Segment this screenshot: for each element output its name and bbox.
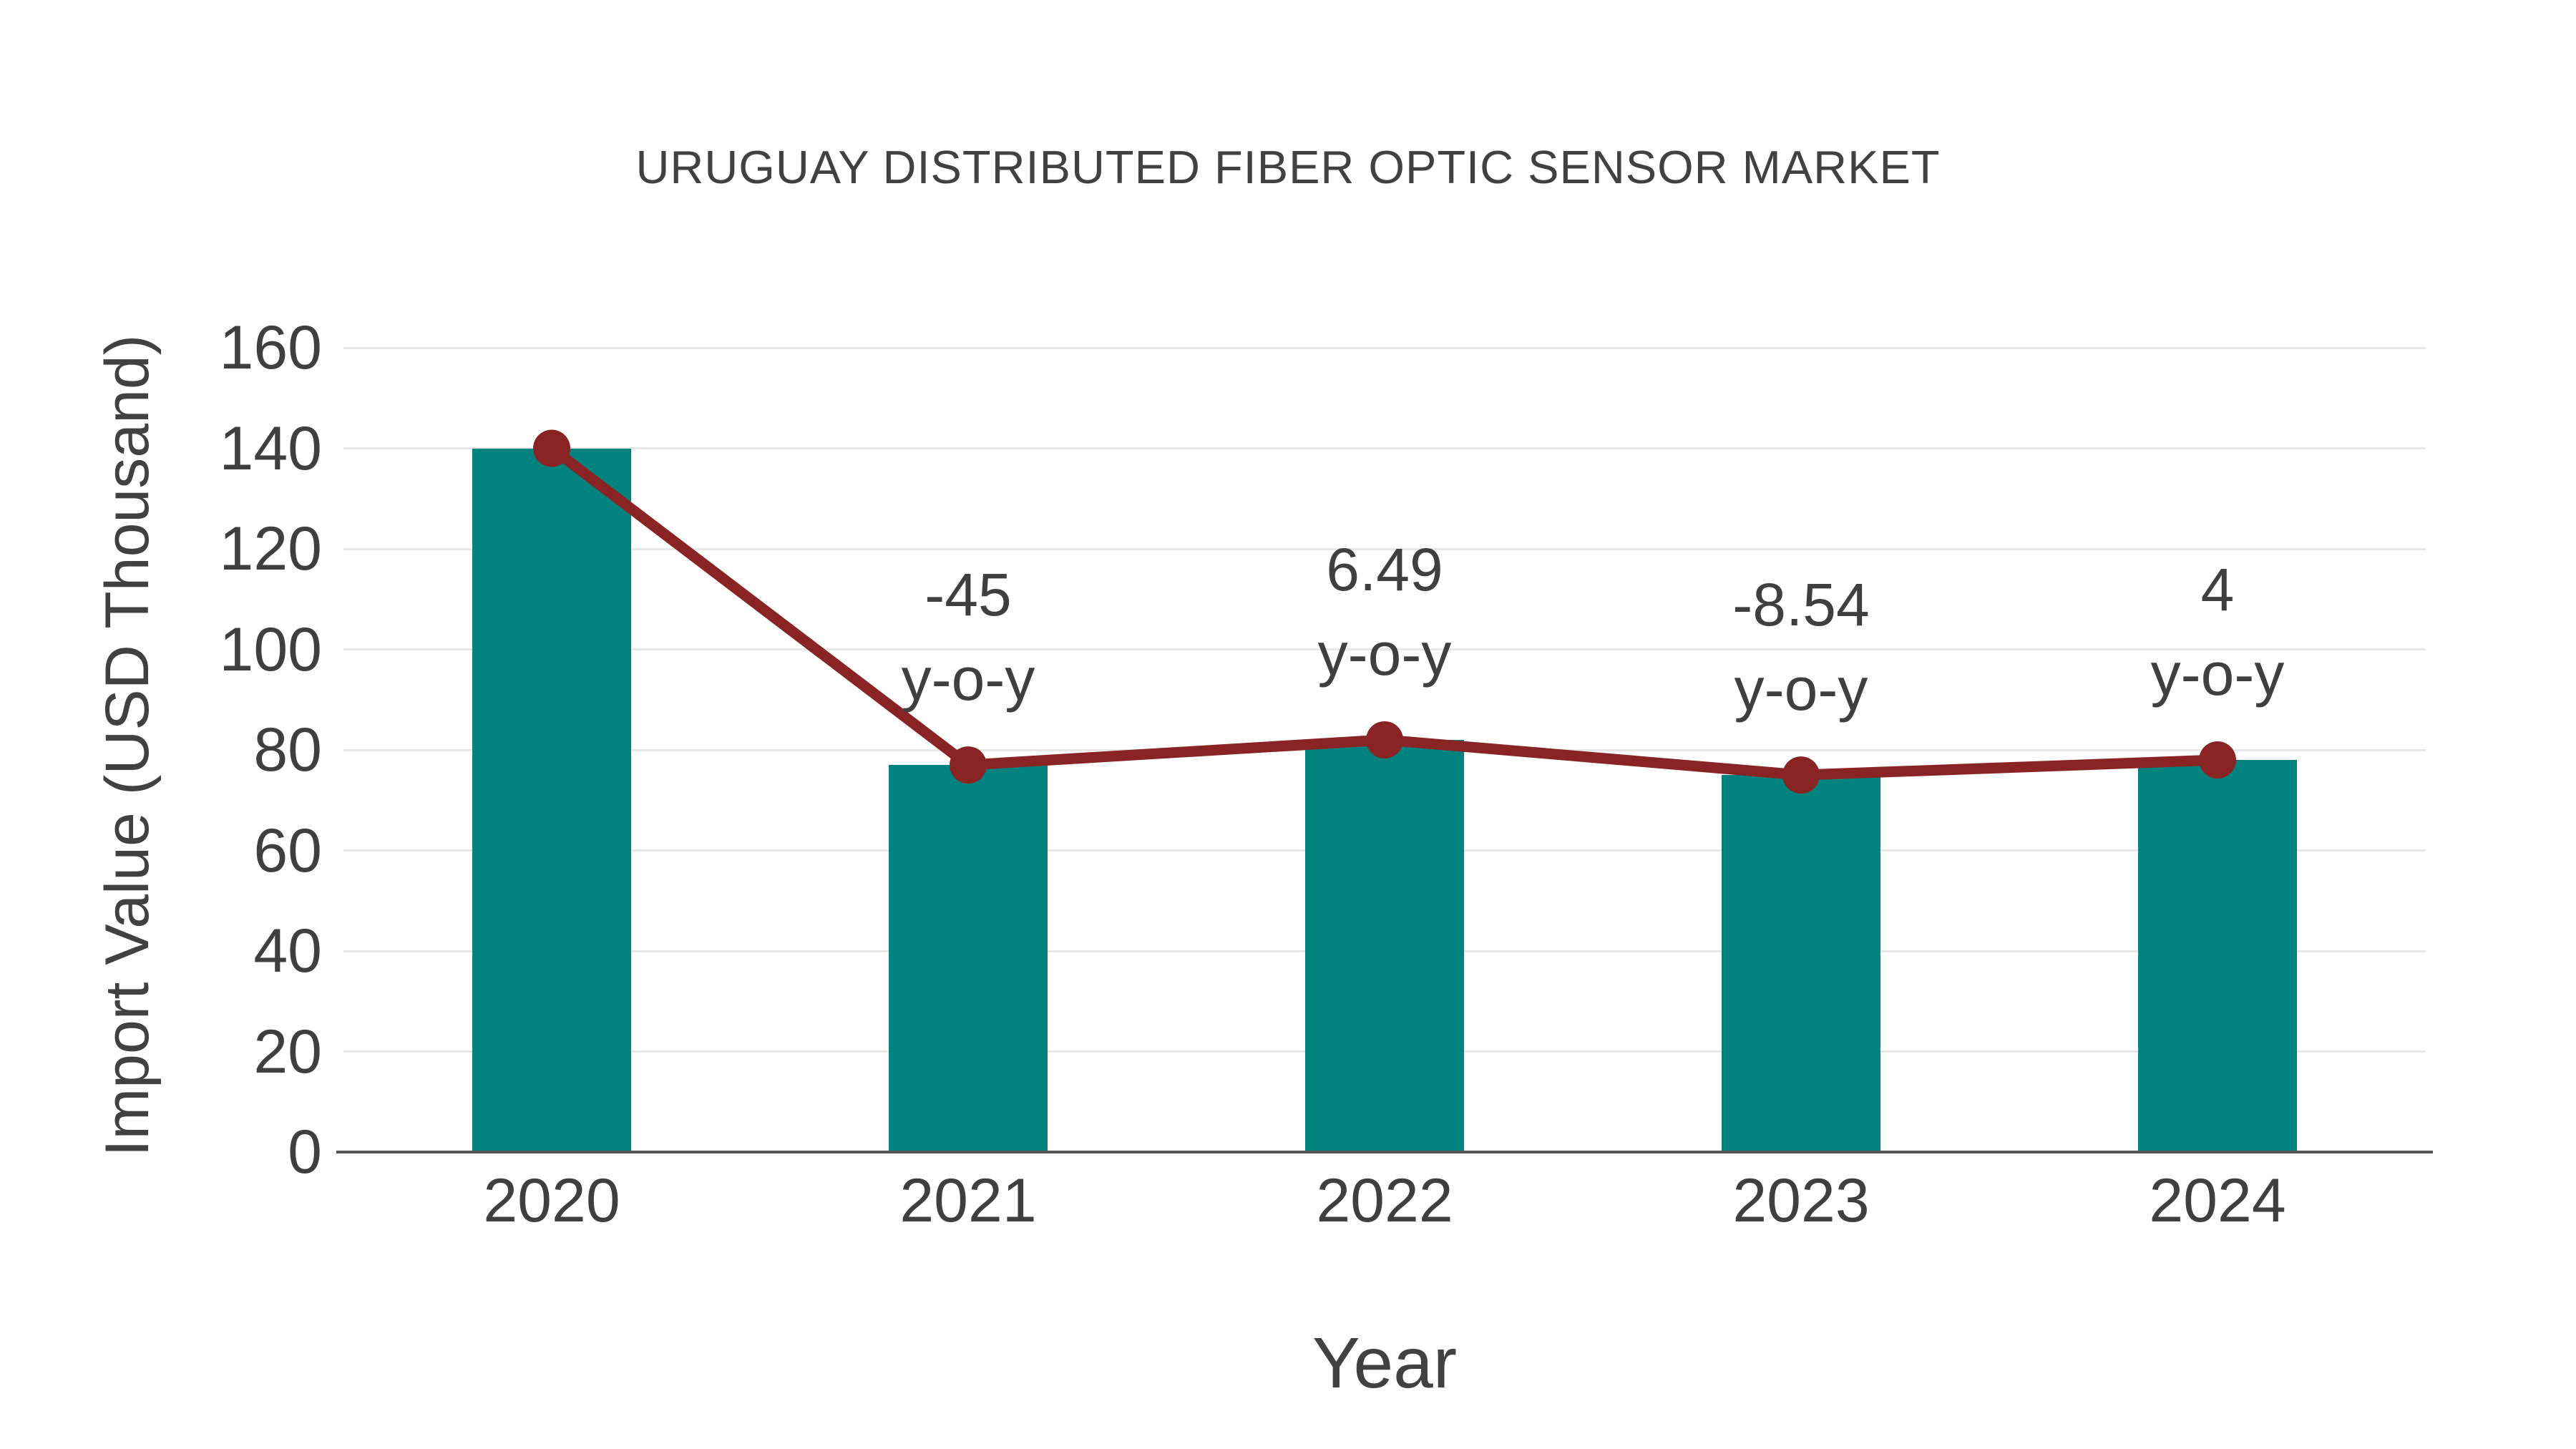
x-tick-label-2022: 2022 bbox=[1316, 1166, 1453, 1235]
bar-2022 bbox=[1305, 739, 1464, 1152]
annotation-yoy-label-2024: y-o-y bbox=[2150, 640, 2285, 708]
y-tick-label-100: 100 bbox=[219, 615, 323, 684]
bar-2024 bbox=[2138, 760, 2297, 1152]
annotation-value-2024: 4 bbox=[2200, 556, 2235, 624]
annotation-yoy-label-2023: y-o-y bbox=[1734, 655, 1868, 723]
chart-title: URUGUAY DISTRIBUTED FIBER OPTIC SENSOR M… bbox=[635, 141, 1941, 193]
bar-2023 bbox=[1722, 775, 1880, 1152]
y-tick-label-20: 20 bbox=[253, 1017, 322, 1086]
bar-2021 bbox=[889, 765, 1048, 1152]
annotation-2024: 4 y-o-y bbox=[1989, 547, 2446, 716]
gridline-y100 bbox=[343, 648, 2426, 650]
y-tick-label-160: 160 bbox=[219, 313, 323, 382]
annotation-2022: 6.49 y-o-y bbox=[1156, 527, 1614, 696]
gridline-y160 bbox=[343, 346, 2426, 349]
gridline-y120 bbox=[343, 547, 2426, 550]
data-point-marker-2020 bbox=[533, 429, 570, 467]
plot-area: 0 20 40 60 80 100 120 140 160 2020 2021 2022 2023 202… bbox=[220, 313, 2433, 1235]
y-tick-label-140: 140 bbox=[219, 414, 323, 483]
data-point-marker-2021 bbox=[950, 746, 987, 784]
x-axis-line bbox=[336, 1151, 2433, 1153]
y-tick-label-120: 120 bbox=[219, 514, 323, 583]
x-tick-label-2021: 2021 bbox=[899, 1166, 1037, 1235]
y-tick-label-80: 80 bbox=[253, 716, 322, 784]
data-point-marker-2022 bbox=[1366, 721, 1403, 758]
annotation-2023: -8.54 y-o-y bbox=[1572, 562, 2030, 731]
x-tick-label-2020: 2020 bbox=[483, 1166, 620, 1235]
gridline-y140 bbox=[343, 447, 2426, 449]
annotation-value-2022: 6.49 bbox=[1326, 535, 1443, 603]
y-tick-label-40: 40 bbox=[253, 917, 322, 985]
x-tick-label-2023: 2023 bbox=[1732, 1166, 1870, 1235]
x-tick-label-2024: 2024 bbox=[2149, 1166, 2286, 1235]
annotation-yoy-label-2021: y-o-y bbox=[901, 645, 1035, 713]
data-point-marker-2024 bbox=[2199, 741, 2236, 779]
y-tick-label-60: 60 bbox=[253, 816, 322, 885]
annotation-yoy-label-2022: y-o-y bbox=[1317, 620, 1452, 688]
annotation-value-2023: -8.54 bbox=[1732, 571, 1870, 639]
trend-line-layer bbox=[533, 429, 2236, 794]
annotation-value-2021: -45 bbox=[924, 561, 1012, 629]
x-axis-title: Year bbox=[1312, 1323, 1458, 1403]
data-point-marker-2023 bbox=[1782, 756, 1820, 794]
annotation-2021: -45 y-o-y bbox=[739, 552, 1197, 721]
y-tick-label-0: 0 bbox=[288, 1118, 322, 1186]
bar-2020 bbox=[472, 448, 631, 1152]
